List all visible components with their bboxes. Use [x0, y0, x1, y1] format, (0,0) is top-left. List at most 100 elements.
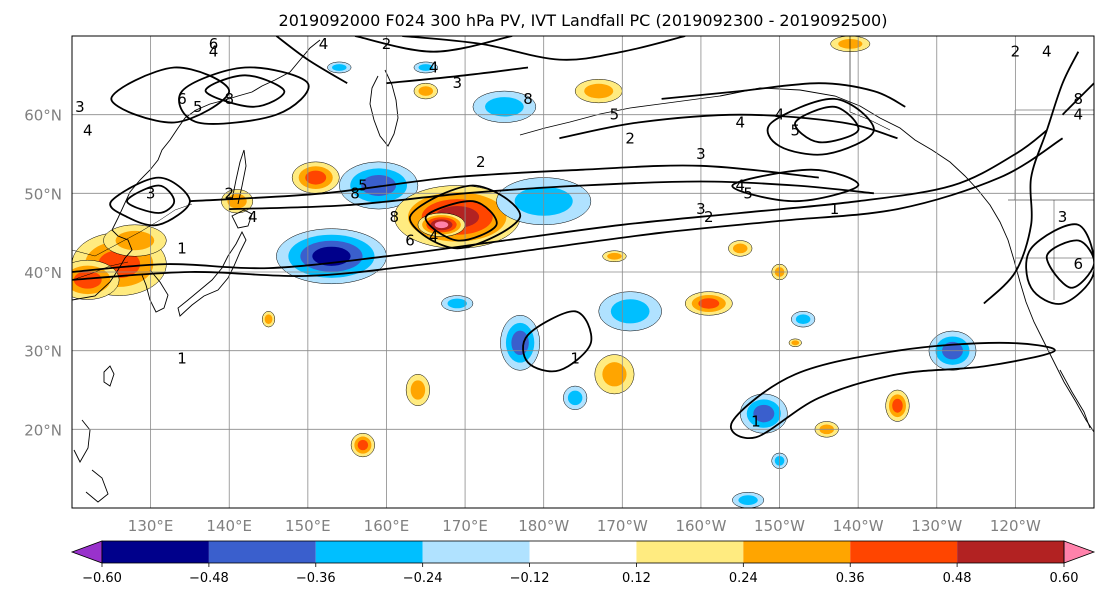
pv-contour-line: [72, 129, 1048, 273]
pv-shaded-region: [357, 439, 369, 451]
colorbar-segment: [102, 541, 209, 563]
pv-contour-line: [402, 36, 686, 61]
colorbar-tick-label: 0.12: [622, 571, 651, 586]
colorbar-segment: [850, 541, 958, 563]
contour-label: 2: [382, 35, 392, 53]
pv-contour-line: [794, 105, 860, 144]
colorbar-segment: [422, 541, 530, 563]
contour-label: 8: [390, 208, 400, 226]
longitude-tick-label: 120°W: [990, 517, 1041, 535]
contour-label: 5: [358, 176, 368, 194]
contour-label: 4: [429, 58, 439, 76]
contour-label: 2: [224, 184, 234, 202]
pv-shaded-region: [795, 314, 811, 325]
colorbar-frame: [101, 540, 1065, 564]
pv-contour-layer: [72, 36, 1094, 439]
pv-shaded-region: [791, 340, 800, 346]
contour-label: 1: [751, 412, 761, 430]
longitude-tick-label: 170°E: [442, 517, 488, 535]
pv-shaded-region: [511, 330, 529, 356]
contour-label: 1: [570, 350, 580, 368]
pv-shaded-region: [738, 495, 758, 505]
contour-label: 6: [209, 35, 219, 53]
contour-label: 8: [1074, 90, 1084, 108]
pv-contour-line: [126, 184, 176, 214]
pv-contour-line: [386, 66, 529, 85]
pv-shaded-region: [418, 86, 434, 96]
contour-label: 5: [790, 121, 800, 139]
pv-shaded-region: [584, 83, 614, 99]
contour-label: 3: [696, 200, 706, 218]
pv-contour-line: [559, 113, 898, 140]
pv-shaded-region: [361, 174, 397, 196]
contour-label: 2: [476, 153, 486, 171]
contour-label: 1: [830, 200, 840, 218]
colorbar-tick-label: −0.24: [403, 571, 443, 586]
pv-contour-line: [109, 176, 191, 227]
latitude-tick-label: 40°N: [24, 264, 62, 282]
colorbar-tick-label: −0.12: [510, 571, 550, 586]
colorbar-segment: [315, 541, 423, 563]
contour-label: 6: [405, 232, 415, 250]
pv-shaded-region: [73, 271, 102, 289]
longitude-tick-label: 150°E: [285, 517, 331, 535]
latitude-tick-label: 20°N: [24, 421, 62, 439]
longitude-tick-label: 140°W: [833, 517, 884, 535]
colorbar-segment: [957, 541, 1064, 563]
colorbar-tick-label: 0.24: [729, 571, 758, 586]
contour-label: 4: [429, 228, 439, 246]
contour-label: 3: [75, 98, 85, 116]
baja-coastline: [1059, 369, 1091, 429]
contour-label: 2: [704, 208, 714, 226]
longitude-tick-label: 130°E: [128, 517, 174, 535]
colorbar-segment: [208, 541, 316, 563]
pv-shaded-region: [753, 404, 775, 423]
pv-contour-line: [424, 200, 498, 242]
colorbar-segment: [529, 541, 637, 563]
sakhalin-coastline: [231, 149, 247, 205]
japan-coastline: [177, 230, 247, 317]
pv-shaded-region: [610, 299, 650, 324]
pv-contour-line: [661, 82, 906, 108]
pv-shaded-region: [434, 221, 449, 229]
pv-contour-line: [983, 51, 1080, 305]
pv-shaded-region: [567, 390, 583, 406]
colorbar-extend-low: [70, 540, 103, 564]
contour-label: 4: [319, 35, 329, 53]
longitude-tick-label: 160°E: [364, 517, 410, 535]
pv-contour-line: [178, 66, 310, 125]
latitude-tick-label: 50°N: [24, 185, 62, 203]
pv-shaded-region: [607, 252, 622, 260]
contour-label: 4: [775, 106, 785, 124]
taiwan-coastline: [103, 365, 115, 387]
pv-shaded-region: [418, 64, 434, 71]
contour-label: 8: [224, 90, 234, 108]
colorbar-segment: [743, 541, 851, 563]
pv-contour-line: [409, 184, 522, 250]
pv-contour-line: [766, 97, 875, 156]
pv-shaded-region: [892, 398, 903, 413]
north-america-coastline: [719, 87, 1094, 433]
colorbar-tick-label: −0.36: [296, 571, 336, 586]
longitude-tick-label: 170°W: [597, 517, 648, 535]
pv-shaded-region: [410, 380, 426, 400]
contour-label: 3: [146, 184, 156, 202]
contour-label: 3: [696, 145, 706, 163]
aleutians-coastline: [519, 95, 721, 136]
korea-coastline: [141, 269, 169, 313]
longitude-tick-label: 180°W: [518, 517, 569, 535]
longitude-tick-label: 160°W: [675, 517, 726, 535]
chart-title: 2019092000 F024 300 hPa PV, IVT Landfall…: [279, 11, 888, 30]
contour-label: 4: [248, 208, 258, 226]
contour-label: 5: [610, 106, 620, 124]
pv-shaded-region: [115, 230, 155, 251]
pv-shaded-region: [698, 298, 720, 309]
pv-shaded-region: [264, 314, 273, 325]
contour-label: 6: [1074, 255, 1084, 273]
latitude-labels: 20°N 30°N 40°N 50°N 60°N: [24, 107, 62, 440]
pv-shaded-region: [332, 64, 347, 71]
latitude-tick-label: 60°N: [24, 107, 62, 125]
pv-contour-line: [204, 74, 286, 108]
